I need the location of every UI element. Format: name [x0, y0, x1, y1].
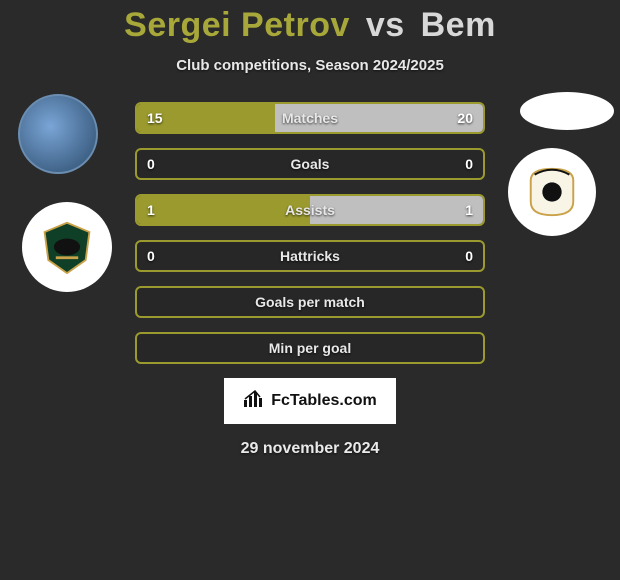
club-badge-icon: [39, 219, 95, 275]
brand-text: FcTables.com: [271, 392, 377, 410]
brand-logo[interactable]: FcTables.com: [224, 378, 396, 424]
stat-label: Min per goal: [137, 340, 483, 356]
stat-row: Min per goal: [135, 332, 485, 364]
stat-label: Assists: [137, 202, 483, 218]
stat-row: 11Assists: [135, 194, 485, 226]
bar-chart-icon: [243, 390, 265, 413]
player1-photo: [18, 94, 98, 174]
context-subtitle: Club competitions, Season 2024/2025: [0, 57, 620, 74]
vs-label: vs: [366, 6, 405, 44]
comparison-title: Sergei Petrov vs Bem: [0, 0, 620, 45]
stat-label: Goals: [137, 156, 483, 172]
player1-club-badge: [22, 202, 112, 292]
snapshot-date: 29 november 2024: [0, 440, 620, 458]
player1-name: Sergei Petrov: [124, 6, 350, 44]
player2-photo: [520, 92, 614, 130]
stat-row: 1520Matches: [135, 102, 485, 134]
player2-name: Bem: [421, 6, 496, 44]
stat-row: 00Goals: [135, 148, 485, 180]
stat-row: Goals per match: [135, 286, 485, 318]
stats-table: 1520Matches 00Goals 11Assists 00Hattricks Go…: [135, 102, 485, 364]
comparison-layout: 1520Matches 00Goals 11Assists 00Hattricks Go…: [0, 74, 620, 458]
stat-label: Hattricks: [137, 248, 483, 264]
stat-row: 00Hattricks: [135, 240, 485, 272]
club-badge-icon: [523, 163, 581, 221]
stat-label: Goals per match: [137, 294, 483, 310]
stat-label: Matches: [137, 110, 483, 126]
player2-club-badge: [508, 148, 596, 236]
